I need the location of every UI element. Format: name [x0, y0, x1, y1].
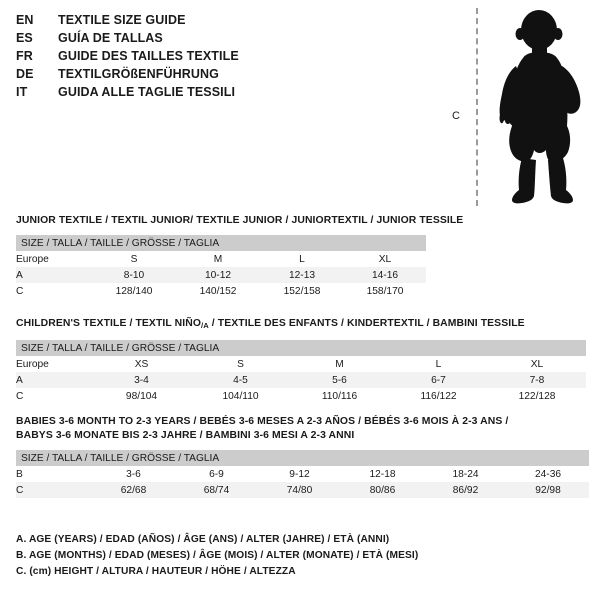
table-cell: M — [176, 251, 260, 267]
legend-line-c: C. (cm) HEIGHT / ALTURA / HAUTEUR / HÖHE… — [16, 566, 296, 577]
junior-size-table: SIZE / TALLA / TAILLE / GRÖSSE / TAGLIA … — [16, 235, 426, 299]
language-code: FR — [16, 49, 33, 63]
row-label: C — [16, 482, 92, 498]
table-row: B 3-6 6-9 9-12 12-18 18-24 24-36 — [16, 466, 589, 482]
language-code: EN — [16, 13, 34, 27]
section-childrens-textile: CHILDREN'S TEXTILE / TEXTIL NIÑO/A / TEX… — [16, 317, 586, 404]
table-cell: 6-7 — [389, 372, 488, 388]
section-title-line-1: BABIES 3-6 MONTH TO 2-3 YEARS / BEBÉS 3-… — [16, 416, 509, 427]
table-cell: 92/98 — [507, 482, 589, 498]
table-row: A 8-10 10-12 12-13 14-16 — [16, 267, 426, 283]
size-band-label: SIZE / TALLA / TAILLE / GRÖSSE / TAGLIA — [16, 450, 589, 466]
table-cell: 152/158 — [260, 283, 344, 299]
title-text: TEXTILE SIZE GUIDE — [58, 13, 186, 27]
title-row: ES GUÍA DE TALLAS — [16, 31, 316, 49]
table-cell: 110/116 — [290, 388, 389, 404]
table-cell: 10-12 — [176, 267, 260, 283]
table-cell: 3-6 — [92, 466, 175, 482]
title-text: GUÍA DE TALLAS — [58, 31, 163, 45]
babies-size-table: SIZE / TALLA / TAILLE / GRÖSSE / TAGLIA … — [16, 450, 589, 498]
table-cell: 4-5 — [191, 372, 290, 388]
children-size-table: SIZE / TALLA / TAILLE / GRÖSSE / TAGLIA … — [16, 340, 586, 404]
table-cell: S — [92, 251, 176, 267]
table-cell: XL — [488, 356, 586, 372]
row-label: A — [16, 372, 92, 388]
table-cell: XS — [92, 356, 191, 372]
size-band-label: SIZE / TALLA / TAILLE / GRÖSSE / TAGLIA — [16, 235, 426, 251]
section-title-part: CHILDREN'S TEXTILE / TEXTIL NIÑO — [16, 318, 202, 329]
table-band-header: SIZE / TALLA / TAILLE / GRÖSSE / TAGLIA — [16, 450, 589, 466]
table-cell: 122/128 — [488, 388, 586, 404]
table-cell: S — [191, 356, 290, 372]
row-label: Europe — [16, 356, 92, 372]
height-illustration: C — [452, 8, 592, 206]
language-code: DE — [16, 67, 34, 81]
table-cell: 140/152 — [176, 283, 260, 299]
table-cell: M — [290, 356, 389, 372]
table-cell: XL — [344, 251, 426, 267]
title-row: IT GUIDA ALLE TAGLIE TESSILI — [16, 85, 316, 103]
section-junior-textile: JUNIOR TEXTILE / TEXTIL JUNIOR/ TEXTILE … — [16, 214, 463, 299]
toddler-silhouette-icon — [499, 10, 581, 204]
table-cell: 116/122 — [389, 388, 488, 404]
legend-line-b: B. AGE (MONTHS) / EDAD (MESES) / ÂGE (MO… — [16, 550, 419, 561]
table-cell: 14-16 — [344, 267, 426, 283]
title-text: TEXTILGRÖßENFÜHRUNG — [58, 67, 219, 81]
table-row: C 98/104 104/110 110/116 116/122 122/128 — [16, 388, 586, 404]
row-label: A — [16, 267, 92, 283]
size-band-label: SIZE / TALLA / TAILLE / GRÖSSE / TAGLIA — [16, 340, 586, 356]
height-dashed-line — [476, 8, 478, 206]
section-title: CHILDREN'S TEXTILE / TEXTIL NIÑO/A / TEX… — [16, 317, 586, 333]
table-cell: 6-9 — [175, 466, 258, 482]
height-measure-label: C — [452, 110, 460, 122]
table-row: Europe XS S M L XL — [16, 356, 586, 372]
table-row: C 128/140 140/152 152/158 158/170 — [16, 283, 426, 299]
title-row: EN TEXTILE SIZE GUIDE — [16, 13, 316, 31]
table-cell: 158/170 — [344, 283, 426, 299]
table-cell: L — [260, 251, 344, 267]
table-row: Europe S M L XL — [16, 251, 426, 267]
table-band-header: SIZE / TALLA / TAILLE / GRÖSSE / TAGLIA — [16, 340, 586, 356]
title-row: FR GUIDE DES TAILLES TEXTILE — [16, 49, 316, 67]
row-label: B — [16, 466, 92, 482]
section-title: JUNIOR TEXTILE / TEXTIL JUNIOR/ TEXTILE … — [16, 215, 464, 226]
table-cell: 3-4 — [92, 372, 191, 388]
row-label: Europe — [16, 251, 92, 267]
title-text: GUIDE DES TAILLES TEXTILE — [58, 49, 239, 63]
section-title-line-2: BABYS 3-6 MONATE BIS 2-3 JAHRE / BAMBINI… — [16, 430, 355, 441]
multilingual-title-block: EN TEXTILE SIZE GUIDE ES GUÍA DE TALLAS … — [16, 13, 316, 103]
table-cell: 5-6 — [290, 372, 389, 388]
table-cell: 9-12 — [258, 466, 341, 482]
table-band-header: SIZE / TALLA / TAILLE / GRÖSSE / TAGLIA — [16, 235, 426, 251]
title-text: GUIDA ALLE TAGLIE TESSILI — [58, 85, 236, 99]
table-cell: 80/86 — [341, 482, 424, 498]
legend-block: A. AGE (YEARS) / EDAD (AÑOS) / ÂGE (ANS)… — [16, 532, 418, 580]
table-cell: 68/74 — [175, 482, 258, 498]
row-label: C — [16, 283, 92, 299]
section-title-subscript: /A — [201, 321, 209, 330]
table-cell: 104/110 — [191, 388, 290, 404]
section-title-part: / TEXTILE DES ENFANTS / KINDERTEXTIL / B… — [208, 318, 525, 329]
table-cell: 12-13 — [260, 267, 344, 283]
table-cell: 86/92 — [424, 482, 507, 498]
table-cell: 7-8 — [488, 372, 586, 388]
table-cell: 12-18 — [341, 466, 424, 482]
table-cell: 98/104 — [92, 388, 191, 404]
table-cell: 18-24 — [424, 466, 507, 482]
table-cell: L — [389, 356, 488, 372]
table-cell: 128/140 — [92, 283, 176, 299]
section-babies-textile: BABIES 3-6 MONTH TO 2-3 YEARS / BEBÉS 3-… — [16, 415, 589, 498]
language-code: IT — [16, 85, 28, 99]
table-cell: 74/80 — [258, 482, 341, 498]
table-cell: 8-10 — [92, 267, 176, 283]
title-row: DE TEXTILGRÖßENFÜHRUNG — [16, 67, 316, 85]
legend-line-a: A. AGE (YEARS) / EDAD (AÑOS) / ÂGE (ANS)… — [16, 534, 390, 545]
row-label: C — [16, 388, 92, 404]
table-cell: 24-36 — [507, 466, 589, 482]
table-row: C 62/68 68/74 74/80 80/86 86/92 92/98 — [16, 482, 589, 498]
table-cell: 62/68 — [92, 482, 175, 498]
language-code: ES — [16, 31, 33, 45]
table-row: A 3-4 4-5 5-6 6-7 7-8 — [16, 372, 586, 388]
